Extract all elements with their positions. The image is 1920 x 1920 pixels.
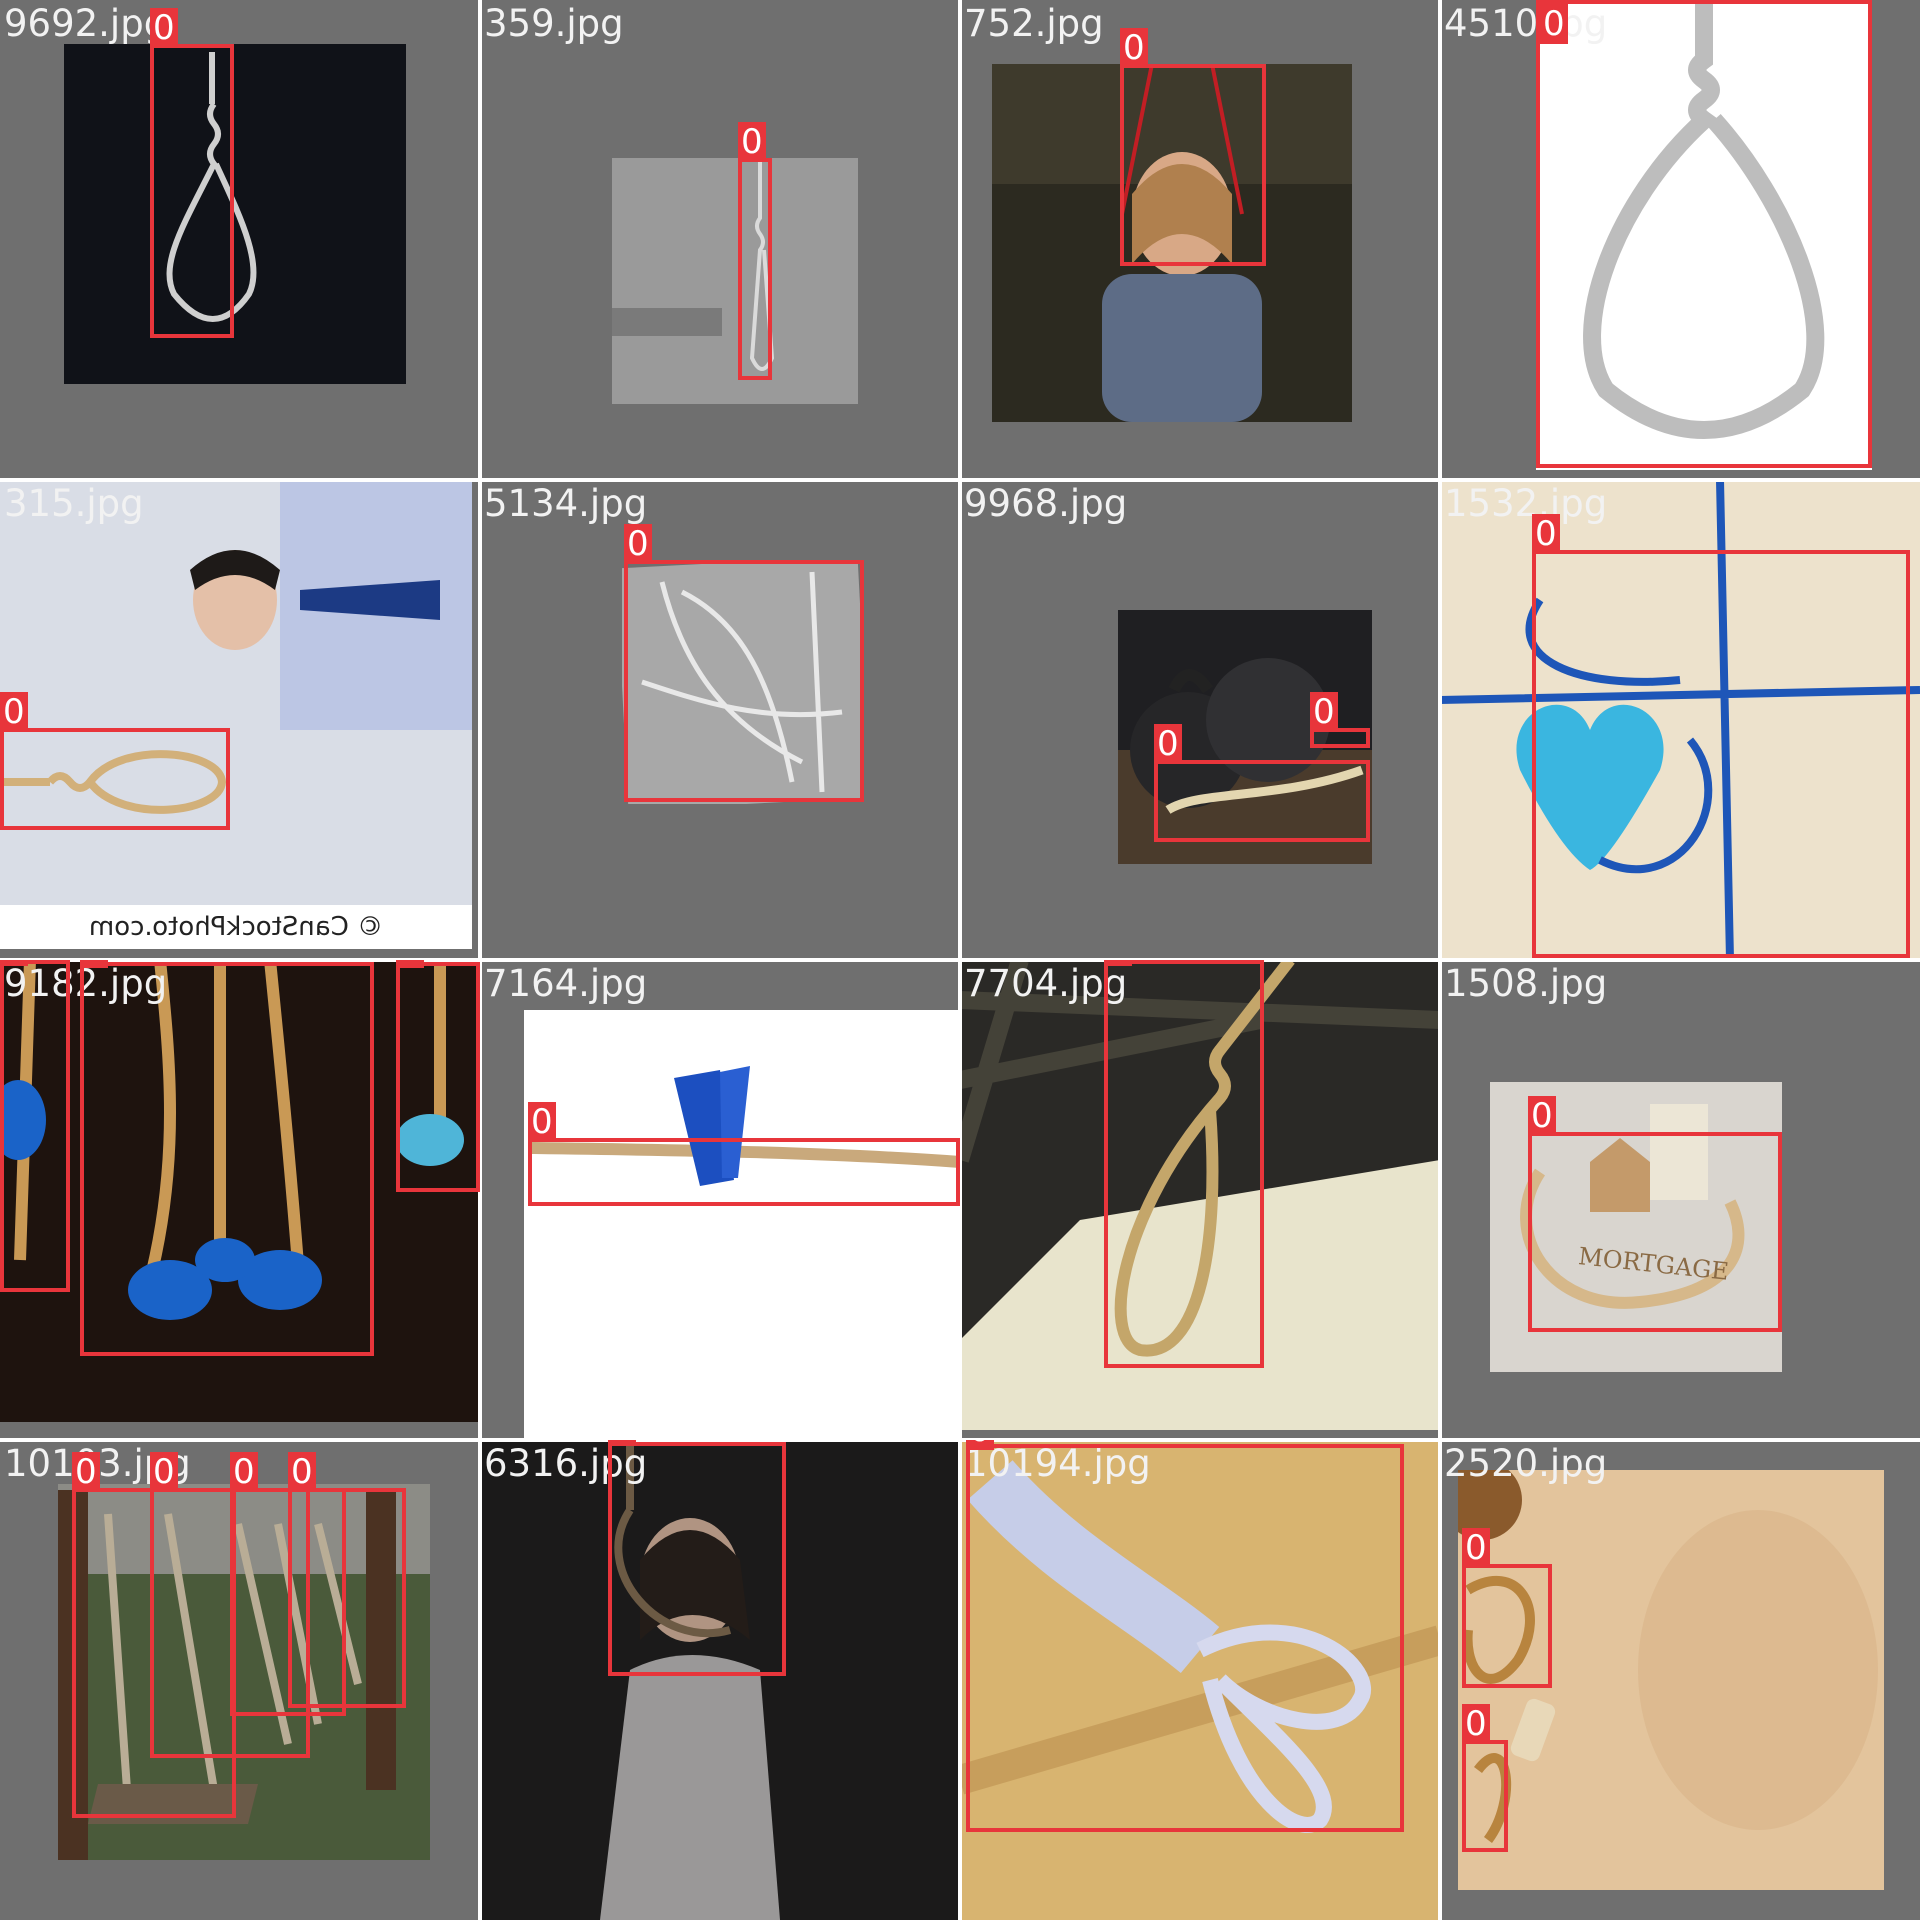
class-label: 0	[608, 1440, 636, 1446]
noose-in-wooden-attic-photo	[960, 960, 1440, 1430]
class-label: 0	[738, 122, 766, 162]
large-noose-photo	[1536, 0, 1872, 470]
detection-box: 0	[624, 524, 864, 802]
detection-box: 0	[1104, 960, 1264, 1368]
detection-box: 0	[1120, 28, 1266, 266]
tile-10194: 10194.jpg 0	[960, 1440, 1440, 1920]
tile-6316: 6316.jpg 0	[480, 1440, 960, 1920]
blue-twine-heart-photo	[1440, 480, 1920, 960]
rope-swings-photo	[58, 1484, 430, 1860]
detection-box: 0	[1310, 692, 1370, 748]
class-label: 0	[966, 1440, 994, 1450]
tile-5134: 5134.jpg 0	[480, 480, 960, 960]
tile-9968: 9968.jpg 0 0	[960, 480, 1440, 960]
class-label: 0	[1532, 514, 1560, 554]
tile-9692: 9692.jpg 0	[0, 0, 480, 480]
class-label: 0	[150, 8, 178, 48]
grid-line	[0, 1438, 1920, 1442]
detection-box: 0	[1462, 1528, 1552, 1688]
class-label: 0	[1462, 1704, 1490, 1744]
detection-box: 0	[0, 692, 230, 830]
tile-359: 359.jpg 0	[480, 0, 960, 480]
tile-9182: 9182.jpg 0 0 0	[0, 960, 480, 1440]
class-label: 0	[1120, 28, 1148, 68]
filename-label: 5134.jpg	[484, 482, 648, 525]
detection-box: 0	[0, 960, 70, 1292]
class-label: 0	[1528, 1096, 1556, 1136]
tile-7164: 7164.jpg 0	[480, 960, 960, 1440]
clothespin-on-rope-photo	[524, 1010, 960, 1440]
detection-box: 0	[150, 8, 234, 338]
tile-4510: 4510.jpg 0	[1440, 0, 1920, 480]
filename-label: 1508.jpg	[1444, 962, 1608, 1005]
filename-label: 752.jpg	[964, 2, 1104, 45]
class-label: 0	[150, 1452, 178, 1492]
filename-label: 9968.jpg	[964, 482, 1128, 525]
class-label: 0	[80, 960, 108, 968]
detection-box: 0	[1532, 514, 1910, 958]
class-label: 0	[288, 1452, 316, 1492]
detection-box: 0	[1528, 1096, 1782, 1332]
detection-box: 0	[80, 960, 374, 1356]
woman-holding-noose-photo	[992, 64, 1352, 422]
noose-on-black-photo	[64, 44, 406, 384]
class-label: 0	[624, 524, 652, 564]
tile-315: © CanStockPhoto.com 315.jpg 0	[0, 480, 480, 960]
tile-752: 752.jpg 0	[960, 0, 1440, 480]
detection-box: 0	[966, 1440, 1404, 1832]
detection-box: 0	[1536, 0, 1872, 468]
class-label: 0	[396, 960, 424, 968]
detection-box: 0	[608, 1440, 786, 1676]
rope-loop-on-wood-photo	[960, 1440, 1440, 1920]
sketch-ropes-photo	[622, 562, 864, 804]
filename-label: 9692.jpg	[4, 2, 168, 45]
woman-with-noose-photo	[480, 1440, 960, 1920]
filename-label: 7164.jpg	[484, 962, 648, 1005]
class-label: 0	[0, 692, 28, 732]
tile-2520: 2520.jpg 0 0	[1440, 1440, 1920, 1920]
tile-1532: 1532.jpg 0	[1440, 480, 1920, 960]
man-and-noose-photo	[0, 480, 472, 940]
filename-label: 359.jpg	[484, 2, 624, 45]
detection-box: 0	[738, 122, 772, 380]
detection-box: 0	[1154, 724, 1370, 842]
class-label: 0	[1310, 692, 1338, 732]
class-label: 0	[1462, 1528, 1490, 1568]
detection-box: 0	[396, 960, 480, 1192]
detection-box: 0	[528, 1102, 960, 1206]
grid-line	[0, 958, 1920, 962]
tile-10103: 10103.jpg 0 0 0 0	[0, 1440, 480, 1920]
detection-box: 0	[288, 1452, 406, 1708]
class-label: 0	[1154, 724, 1182, 764]
gettyimages-noose-photo	[612, 158, 858, 404]
detection-box: 0	[1462, 1704, 1508, 1852]
tile-1508: MORTGAGE 1508.jpg 0	[1440, 960, 1920, 1440]
tile-7704: 7704.jpg 0	[960, 960, 1440, 1440]
class-label: 0	[0, 960, 28, 966]
class-label: 0	[72, 1452, 100, 1492]
canstock-watermark: © CanStockPhoto.com	[0, 905, 472, 949]
grid-line	[0, 478, 1920, 482]
rope-and-bottle-on-paper-photo	[1458, 1470, 1884, 1890]
class-label: 0	[1540, 4, 1568, 44]
class-label: 0	[230, 1452, 258, 1492]
class-label: 0	[528, 1102, 556, 1142]
class-label: 0	[1104, 960, 1132, 966]
